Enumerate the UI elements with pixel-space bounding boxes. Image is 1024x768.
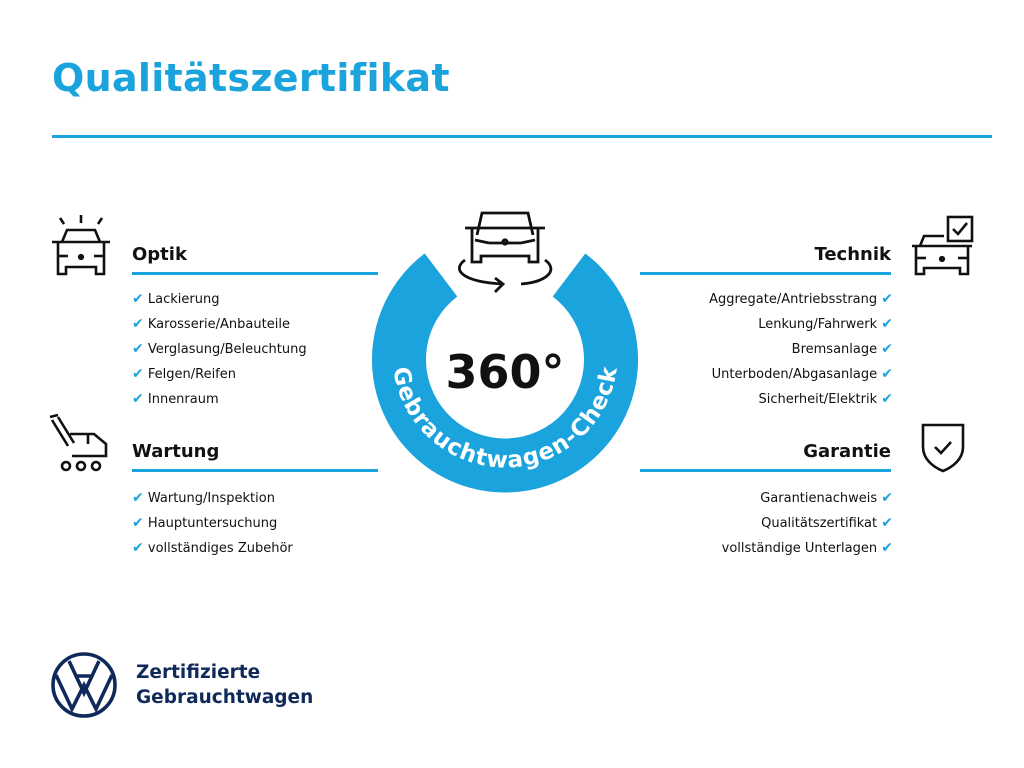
car-rotate-icon: [458, 211, 553, 293]
garantie-list: Garantienachweis ✔ Qualitätszertifikat ✔…: [722, 486, 893, 561]
technik-list: Aggregate/Antriebsstrang ✔ Lenkung/Fahrw…: [709, 287, 893, 412]
technik-divider: [640, 272, 891, 275]
wartung-heading: Wartung: [132, 441, 220, 462]
list-item: ✔ Wartung/Inspektion: [132, 490, 275, 506]
brand-line-2: Gebrauchtwagen: [136, 687, 314, 708]
title-divider: [52, 135, 992, 138]
shield-check-icon: [921, 423, 965, 473]
list-item: ✔ Innenraum: [132, 391, 219, 407]
check-icon: ✔: [132, 341, 144, 357]
technik-heading: Technik: [814, 244, 891, 265]
list-item: Lenkung/Fahrwerk ✔: [758, 316, 893, 332]
vw-logo: [51, 652, 117, 718]
car-checkbox-icon: [912, 215, 974, 276]
service-truck-icon: [49, 414, 108, 472]
check-icon: ✔: [132, 391, 144, 407]
list-item: Sicherheit/Elektrik ✔: [758, 391, 894, 407]
list-item: ✔ vollständiges Zubehör: [132, 540, 293, 556]
car-lights-icon: [52, 215, 110, 276]
check-icon: ✔: [881, 515, 893, 531]
check-icon: ✔: [881, 291, 893, 307]
ring-arc: [372, 253, 638, 493]
check-icon: ✔: [132, 540, 144, 556]
list-item: vollständige Unterlagen ✔: [721, 540, 893, 556]
list-item: ✔ Lackierung: [132, 291, 220, 307]
check-icon: ✔: [881, 341, 893, 357]
list-item: ✔ Hauptuntersuchung: [132, 515, 278, 531]
brand-text: Zertifizierte Gebrauchtwagen: [136, 660, 313, 710]
list-item: ✔ Felgen/Reifen: [132, 366, 236, 382]
check-icon: ✔: [881, 366, 893, 382]
check-icon: ✔: [881, 316, 893, 332]
garantie-heading: Garantie: [803, 441, 891, 462]
degrees-label: 360°: [445, 345, 564, 399]
optik-divider: [132, 272, 378, 275]
list-item: Qualitätszertifikat ✔: [761, 515, 893, 531]
check-icon: ✔: [132, 366, 144, 382]
check-icon: ✔: [881, 540, 893, 556]
list-item: Bremsanlage ✔: [791, 341, 893, 357]
wartung-divider: [132, 469, 378, 472]
brand-line-1: Zertifizierte: [136, 662, 261, 683]
check-icon: ✔: [881, 490, 893, 506]
page-title: Qualitätszertifikat: [52, 56, 450, 100]
optik-list: ✔ Lackierung ✔ Karosserie/Anbauteile ✔ V…: [132, 287, 307, 412]
check-icon: ✔: [132, 291, 144, 307]
list-item: Aggregate/Antriebsstrang ✔: [709, 291, 893, 307]
list-item: ✔ Karosserie/Anbauteile: [132, 316, 290, 332]
check-icon: ✔: [132, 316, 144, 332]
list-item: ✔ Verglasung/Beleuchtung: [132, 341, 307, 357]
optik-heading: Optik: [132, 244, 187, 265]
wartung-list: ✔ Wartung/Inspektion ✔ Hauptuntersuchung…: [132, 486, 293, 561]
check-ring-badge: Gebrauchtwagen-Check 360°: [372, 211, 638, 493]
garantie-divider: [640, 469, 891, 472]
check-icon: ✔: [132, 490, 144, 506]
check-icon: ✔: [132, 515, 144, 531]
list-item: Garantienachweis ✔: [760, 490, 893, 506]
check-icon: ✔: [881, 391, 893, 407]
list-item: Unterboden/Abgasanlage ✔: [711, 366, 893, 382]
